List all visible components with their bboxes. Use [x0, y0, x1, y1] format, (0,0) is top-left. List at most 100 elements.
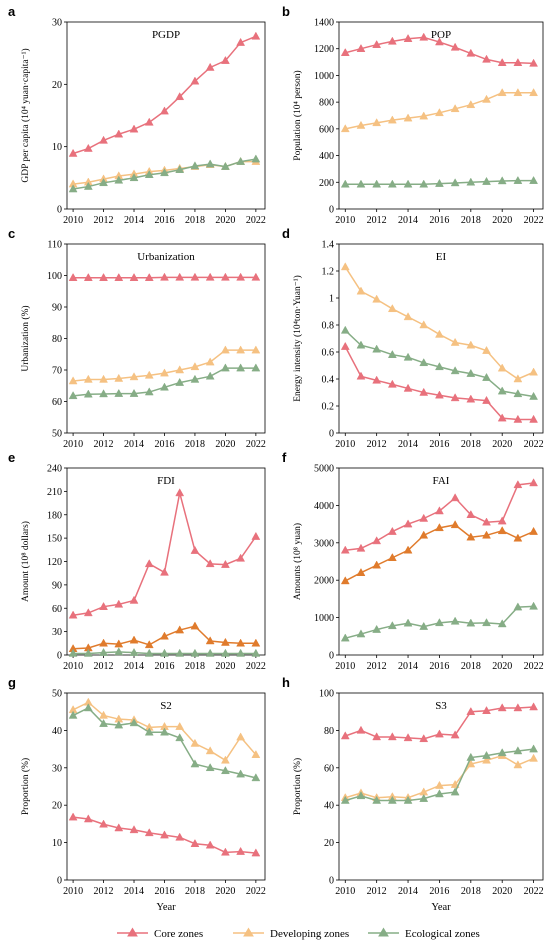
data-point [497, 58, 507, 66]
panel-title: S2 [160, 700, 172, 712]
data-point [83, 143, 93, 152]
data-point [190, 272, 200, 281]
y-tick-label: 70 [52, 366, 62, 377]
x-tick-label: 2016 [429, 886, 449, 897]
data-point [419, 621, 429, 630]
x-tick-label: 2010 [63, 886, 83, 897]
data-point [114, 639, 124, 648]
data-point [129, 595, 139, 604]
panel-title: Urbanization [137, 251, 195, 263]
data-point [83, 181, 93, 190]
x-tick-label: 2016 [429, 215, 449, 226]
data-point [251, 154, 261, 163]
x-tick-label: 2018 [185, 439, 205, 450]
data-point [513, 88, 523, 97]
data-point [175, 365, 185, 374]
data-point [403, 179, 413, 188]
y-tick-label: 0 [329, 429, 334, 440]
data-point [435, 37, 444, 46]
data-point [387, 526, 397, 535]
data-point [482, 94, 491, 103]
data-point [372, 344, 382, 353]
x-tick-label: 2022 [524, 439, 544, 450]
x-tick-label: 2014 [398, 886, 418, 897]
data-point [99, 718, 108, 727]
plot-frame [338, 467, 544, 656]
data-point [497, 88, 507, 97]
data-point [236, 345, 246, 354]
data-point [529, 753, 539, 762]
data-point [236, 638, 246, 647]
data-point [99, 819, 108, 828]
x-tick-label: 2016 [154, 215, 174, 226]
y-tick-label: 90 [52, 303, 62, 314]
y-tick-label: 10 [52, 142, 62, 153]
x-tick-label: 2014 [124, 661, 144, 672]
data-point [114, 720, 124, 729]
legend-item-ecological: Ecological zones [368, 927, 480, 940]
data-point [482, 706, 491, 715]
data-point [83, 814, 93, 823]
x-tick-label: 2018 [185, 886, 205, 897]
data-point [251, 749, 261, 758]
data-point [144, 828, 154, 837]
data-point [236, 846, 246, 855]
data-point [450, 42, 460, 51]
data-point [529, 58, 539, 67]
data-point [356, 371, 366, 380]
data-point [160, 382, 169, 391]
data-point [251, 531, 261, 540]
y-axis-label: Amounts (10⁸ yuan) [292, 523, 303, 600]
data-point [450, 493, 460, 502]
y-tick-label: 210 [47, 487, 62, 498]
data-point [251, 638, 261, 647]
data-point [435, 390, 444, 399]
y-tick-label: 110 [47, 240, 62, 251]
data-point [466, 752, 476, 761]
data-point [450, 520, 460, 529]
x-tick-label: 2022 [246, 439, 266, 450]
data-point [236, 363, 246, 372]
x-tick-label: 2018 [461, 215, 481, 226]
series-core [340, 341, 539, 423]
data-point [99, 389, 108, 398]
series-core [68, 31, 261, 157]
data-point [482, 372, 491, 381]
data-point [450, 730, 460, 739]
data-point [450, 104, 460, 113]
data-point [114, 388, 124, 397]
series-core [68, 488, 261, 619]
data-point [99, 710, 108, 719]
data-point [356, 725, 366, 734]
data-point [513, 374, 523, 383]
data-point [497, 619, 507, 628]
data-point [160, 727, 169, 736]
data-point [419, 734, 429, 743]
data-point [513, 746, 523, 755]
data-point [513, 703, 523, 712]
data-point [466, 618, 476, 627]
data-point [529, 175, 539, 184]
data-point [190, 161, 200, 170]
data-point [190, 839, 200, 847]
x-tick-label: 2020 [215, 439, 235, 450]
chart-panel-e: e FDI 0 30 60 90 120 150 180 210 240 2010 2012 2014 20… [8, 450, 266, 672]
data-point [144, 727, 154, 736]
data-point [403, 733, 413, 742]
data-point [403, 545, 413, 554]
data-point [466, 706, 476, 715]
data-point [190, 738, 200, 747]
data-point [513, 414, 523, 423]
y-tick-label: 0 [329, 876, 334, 887]
y-tick-label: 150 [47, 534, 62, 545]
x-tick-label: 2020 [215, 886, 235, 897]
data-point [160, 830, 169, 839]
series-ecological [68, 647, 261, 657]
y-tick-label: 3000 [314, 538, 334, 549]
data-point [356, 629, 366, 638]
data-point [403, 113, 413, 122]
legend-marker-core [127, 927, 138, 937]
data-point [466, 532, 476, 541]
data-point [129, 647, 139, 656]
data-point [513, 602, 523, 611]
